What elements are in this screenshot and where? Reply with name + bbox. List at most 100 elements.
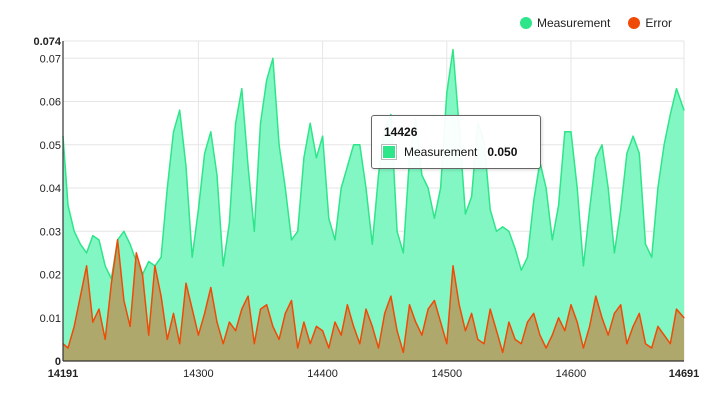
data-point-measurement (607, 187, 609, 189)
data-point-measurement (303, 157, 305, 159)
data-point-error (663, 334, 665, 336)
data-point-error (427, 308, 429, 310)
data-point-error (408, 304, 411, 306)
data-point-error (204, 312, 206, 314)
data-point-error (86, 265, 88, 267)
x-tick-label: 14400 (307, 368, 338, 380)
data-point-error (433, 299, 435, 302)
data-point-measurement (297, 230, 299, 232)
data-point-measurement (495, 230, 498, 232)
data-point-error (384, 312, 386, 314)
data-point-measurement (309, 122, 311, 124)
data-point-error (241, 308, 243, 310)
data-point-measurement (166, 187, 168, 189)
data-point-error (558, 317, 560, 319)
data-point-measurement (241, 88, 243, 90)
data-point-error (489, 308, 491, 310)
data-point-measurement (334, 239, 336, 241)
data-point-error (651, 347, 653, 349)
y-tick-label: 0.02 (40, 270, 61, 282)
data-point-error (284, 312, 286, 314)
data-point-error (477, 338, 479, 340)
tooltip-value: 0.050 (487, 145, 518, 159)
data-point-measurement (675, 88, 678, 90)
y-tick-label: 0.06 (40, 97, 61, 109)
data-point-error (172, 312, 175, 314)
y-tick-label: 0.01 (40, 313, 61, 325)
data-point-measurement (92, 235, 94, 237)
series-area-error (63, 239, 684, 361)
data-point-error (309, 343, 311, 345)
data-point-measurement (216, 174, 218, 176)
data-point-error (607, 334, 609, 336)
x-tick-label: 14600 (556, 368, 587, 380)
data-point-measurement (452, 49, 454, 51)
data-point-error (421, 334, 423, 336)
data-point-error (595, 295, 597, 297)
data-point-error (483, 343, 485, 345)
data-point-measurement (396, 230, 398, 232)
data-point-measurement (402, 252, 404, 254)
data-point-error (644, 343, 647, 345)
data-point-measurement (79, 243, 81, 245)
data-point-measurement (582, 265, 585, 267)
data-point-measurement (545, 187, 547, 189)
data-point-measurement (222, 265, 224, 267)
data-point-error (297, 347, 299, 349)
data-point-measurement (228, 222, 230, 224)
data-point-measurement (669, 113, 671, 116)
data-point-error (104, 338, 106, 340)
data-point-error (222, 343, 224, 345)
data-point-measurement (129, 243, 131, 245)
data-point-measurement (247, 165, 249, 167)
data-point-measurement (508, 230, 510, 232)
data-point-measurement (377, 174, 380, 176)
tooltip-swatch (381, 144, 397, 160)
data-point-error (638, 312, 640, 314)
data-point-measurement (551, 239, 553, 241)
data-point-error (266, 304, 268, 306)
data-point-error (589, 325, 591, 327)
data-point-measurement (191, 256, 193, 258)
data-point-measurement (322, 135, 324, 137)
data-point-error (632, 325, 634, 327)
data-point-error (576, 321, 578, 323)
data-point-error (290, 299, 293, 302)
data-point-measurement (86, 252, 88, 254)
data-point-error (141, 273, 144, 276)
data-point-error (402, 351, 404, 353)
data-point-error (216, 321, 218, 323)
data-point-error (346, 304, 348, 306)
data-point-measurement (683, 109, 685, 111)
data-point-error (315, 325, 317, 327)
data-point-error (322, 330, 324, 332)
data-point-error (415, 321, 417, 323)
data-point-measurement (148, 260, 150, 263)
legend-item-error[interactable]: Error (628, 16, 672, 30)
data-point-error (657, 325, 659, 327)
y-tick-label: 0.03 (40, 226, 61, 238)
data-point-error (191, 308, 193, 310)
data-point-error (551, 334, 553, 336)
data-point-measurement (185, 165, 187, 167)
data-point-error (390, 295, 392, 297)
data-point-error (235, 330, 237, 332)
data-point-measurement (210, 131, 212, 133)
data-point-measurement (98, 239, 100, 241)
y-tick-label: 0 (55, 356, 61, 368)
data-point-measurement (67, 204, 69, 206)
data-point-measurement (464, 213, 466, 215)
y-tick-label: 0.05 (40, 140, 61, 152)
data-point-measurement (235, 122, 237, 124)
data-point-error (123, 299, 125, 302)
data-point-measurement (446, 92, 448, 94)
data-point-error (185, 282, 187, 284)
data-point-measurement (284, 187, 286, 189)
data-point-measurement (433, 217, 435, 219)
data-point-error (328, 347, 330, 349)
data-point-error (446, 343, 448, 345)
legend-item-measurement[interactable]: Measurement (519, 16, 610, 30)
data-point-measurement (427, 187, 429, 189)
data-point-measurement (353, 144, 355, 146)
